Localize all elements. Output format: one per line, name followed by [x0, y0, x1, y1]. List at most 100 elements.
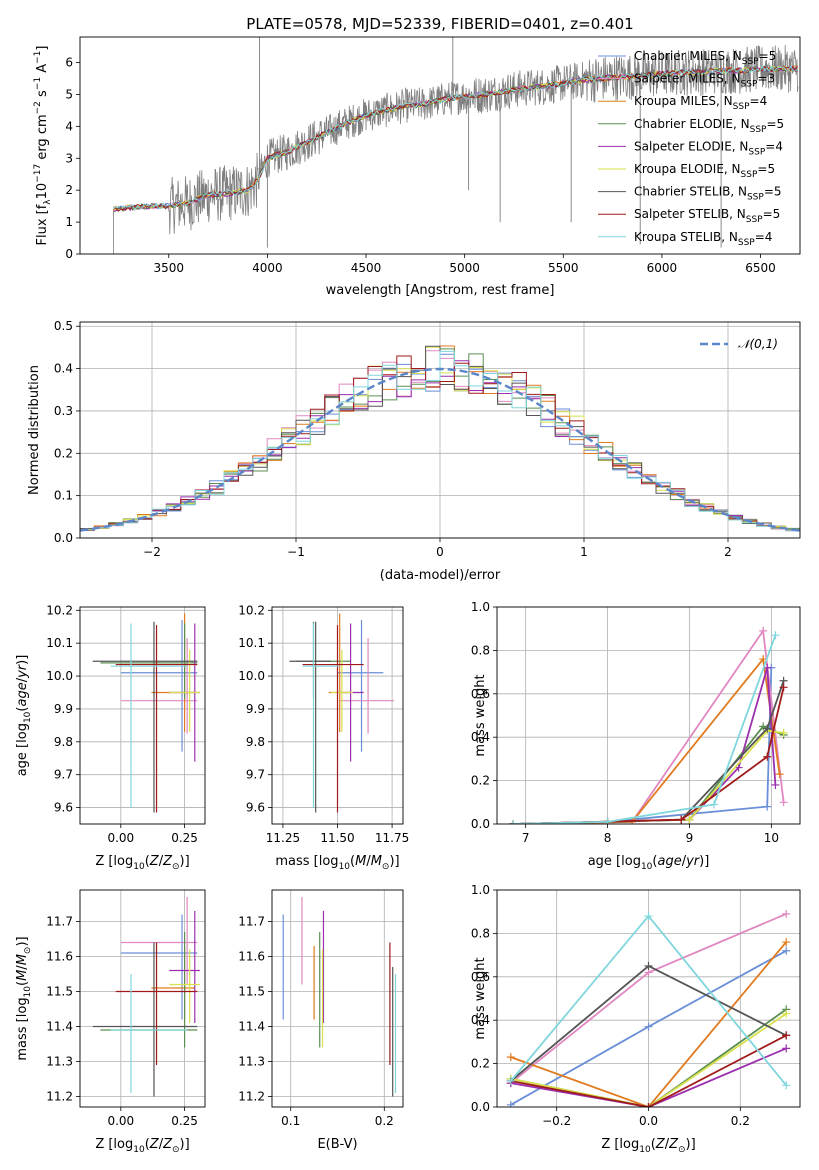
y-tick-label: 10.0: [46, 669, 73, 683]
legend-label: Salpeter STELIB, NSSP=5: [634, 207, 780, 225]
x-tick-label: 2: [724, 545, 732, 559]
y-tick-label: 0.4: [471, 730, 490, 744]
weight-line: [513, 729, 784, 824]
y-tick-label: 9.6: [246, 801, 265, 815]
model-fit-line: [113, 65, 798, 212]
weight-marker: [509, 820, 518, 824]
y-tick-label: 0.4: [471, 1013, 490, 1027]
weight-line: [510, 1034, 787, 1107]
mass-weight-vs-age-panel: 7 8 9 10 0.0 0.2 0.4 0.6 0.8 1.0 age [log10(age/yr…: [471, 600, 801, 872]
weight-marker: [644, 1103, 653, 1107]
error-bars: [289, 613, 395, 813]
histogram-step-line: [80, 350, 800, 533]
weight-marker: [782, 1009, 791, 1018]
histogram-steps: [80, 345, 800, 533]
error-bars: [92, 897, 200, 1097]
x-axis-label: mass [log10(M/M⊙)]: [275, 854, 399, 872]
x-tick-label: −0.2: [542, 1114, 571, 1128]
x-tick-label: 0: [436, 545, 444, 559]
y-tick-label: 11.4: [46, 1020, 73, 1034]
legend-label: Salpeter MILES, NSSP=3: [634, 72, 775, 90]
residual-histogram-panel: −2 −1 0 1 2 0.0 0.1 0.2 0.3 0.4 0.5 (data-model)/er…: [27, 319, 801, 583]
y-tick-label: 1.0: [471, 883, 490, 897]
weight-marker: [506, 1053, 515, 1062]
plot-frame: [271, 606, 404, 825]
normal-distribution-curve: [80, 367, 800, 532]
y-axis-label: mass weight: [473, 674, 488, 756]
legend-label: Kroupa ELODIE, NSSP=5: [634, 162, 775, 180]
y-tick-label: 11.5: [46, 985, 73, 999]
y-tick-label: 11.2: [46, 1090, 73, 1104]
mass-weight-vs-metallicity-panel: −0.2 0.0 0.2 0.0 0.2 0.4 0.6 0.8 1.0 Z [log10(Z/Z…: [471, 883, 801, 1155]
x-tick-label: 1: [580, 545, 588, 559]
plot-frame: [79, 889, 206, 1108]
y-tick-label: 3: [65, 151, 73, 165]
weight-marker: [759, 626, 768, 635]
x-tick-label: 0.00: [107, 1114, 134, 1128]
y-axis-label: mass weight: [473, 957, 488, 1039]
weight-line: [513, 667, 773, 824]
weight-marker: [506, 1100, 515, 1107]
y-tick-label: 11.2: [238, 1090, 265, 1104]
x-tick-label: 6000: [647, 261, 678, 275]
y-tick-label: 1.0: [471, 600, 490, 614]
plot-frame: [271, 889, 404, 1108]
x-tick-label: 0.2: [731, 1114, 750, 1128]
weight-marker: [771, 631, 780, 640]
legend-label: 𝒩(0,1): [738, 337, 778, 351]
y-axis-label: mass [log10(M/M⊙)]: [15, 936, 33, 1060]
weight-marker: [603, 817, 612, 824]
weight-marker: [710, 800, 719, 809]
weight-lines: [506, 909, 791, 1107]
plot-frame: [79, 606, 206, 825]
y-axis-label: Normed distribution: [27, 365, 42, 495]
y-tick-label: 10.0: [238, 669, 265, 683]
age-vs-mass-panel: 11.25 11.50 11.75 9.6 9.7 9.8 9.9 10.0 10.1 10.2 m…: [238, 603, 409, 872]
legend-label: Chabrier MILES, NSSP=5: [634, 49, 776, 67]
weight-marker: [782, 1044, 791, 1053]
weight-marker: [771, 780, 780, 789]
y-tick-label: 10.2: [238, 603, 265, 617]
legend: Chabrier MILES, NSSP=5 Salpeter MILES, NS…: [598, 49, 784, 248]
y-tick-label: 0.6: [471, 687, 490, 701]
y-tick-label: 0.1: [54, 489, 73, 503]
y-tick-label: 0.8: [471, 643, 490, 657]
y-tick-label: 9.8: [54, 735, 73, 749]
y-tick-label: 11.7: [238, 915, 265, 929]
x-tick-label: 11.25: [266, 831, 300, 845]
y-tick-label: 0.0: [471, 1100, 490, 1114]
y-axis-label: Flux [fλ10−17 erg cm−2 s−1 A−1]: [33, 46, 53, 246]
weight-line: [510, 1012, 787, 1107]
y-tick-label: 6: [65, 56, 73, 70]
y-axis-label: age [log10(age/yr)]: [15, 655, 33, 777]
x-tick-label: 6500: [745, 261, 776, 275]
x-axis-label: Z [log10(Z/Z⊙)]: [95, 854, 189, 872]
weight-marker: [779, 683, 788, 692]
weight-line: [513, 687, 785, 824]
x-tick-label: −1: [287, 545, 305, 559]
y-tick-label: 9.8: [246, 735, 265, 749]
y-tick-label: 0.5: [54, 319, 73, 333]
x-tick-label: 11.75: [375, 831, 409, 845]
plot-background: [80, 890, 205, 1107]
weight-line: [510, 1047, 787, 1107]
weight-marker: [644, 912, 653, 921]
legend-label: Chabrier STELIB, NSSP=5: [634, 185, 782, 203]
spectrum-lines: [113, 37, 799, 254]
weight-marker: [782, 909, 791, 918]
weight-marker: [644, 1022, 653, 1031]
x-axis-label: age [log10(age/yr)]: [588, 854, 710, 872]
y-tick-label: 0.0: [54, 531, 73, 545]
x-tick-label: 0.25: [171, 1114, 198, 1128]
spectrum-panel: 3500 4000 4500 5000 5500 6000 6500 0 1 2 3 4 5 6 wavel…: [33, 36, 801, 298]
y-tick-label: 9.7: [246, 768, 265, 782]
plot-background: [80, 607, 205, 824]
y-tick-label: 4: [65, 119, 73, 133]
y-tick-label: 9.6: [54, 801, 73, 815]
y-tick-label: 0.2: [54, 446, 73, 460]
weight-marker: [763, 724, 772, 733]
legend-label: Kroupa MILES, NSSP=4: [634, 94, 767, 112]
x-tick-label: 5000: [449, 261, 480, 275]
weight-marker: [782, 1031, 791, 1040]
